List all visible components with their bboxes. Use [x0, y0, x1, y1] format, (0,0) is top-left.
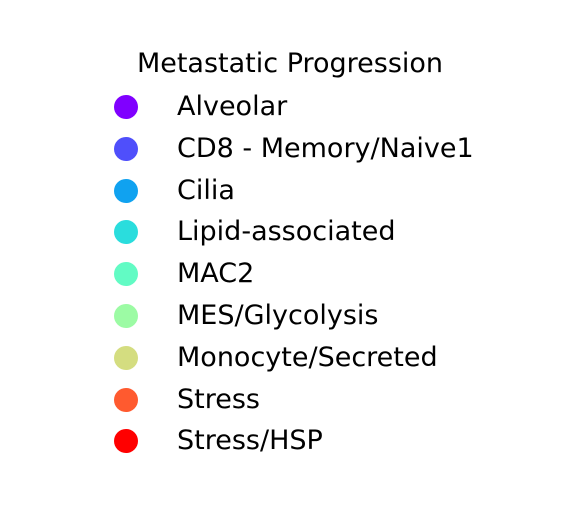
legend-entry: Stress/HSP: [0, 420, 580, 462]
legend-entry-label: Stress: [177, 383, 260, 415]
legend-entry-label: Cilia: [177, 174, 235, 206]
legend-entry: Lipid-associated: [0, 211, 580, 253]
legend-marker-circle: [114, 345, 138, 370]
legend-entry: Stress: [0, 379, 580, 421]
legend-marker-circle: [114, 387, 138, 412]
legend-entry-label: Monocyte/Secreted: [177, 341, 438, 373]
legend-entry-label: Stress/HSP: [177, 425, 323, 457]
legend-marker-circle: [114, 262, 138, 287]
legend-entry-label: Alveolar: [177, 91, 288, 122]
legend-entry: MAC2: [0, 253, 580, 295]
legend-entry-label: MES/Glycolysis: [177, 300, 379, 331]
legend-marker-circle: [114, 429, 138, 454]
legend-entry: Alveolar: [0, 86, 580, 128]
legend-entry: Cilia: [0, 170, 580, 212]
legend-marker-circle: [114, 178, 138, 203]
legend-marker-circle: [114, 136, 138, 161]
legend-entry-label: MAC2: [177, 258, 255, 290]
legend-title: Metastatic Progression: [136, 48, 444, 79]
legend-entry: MES/Glycolysis: [0, 295, 580, 337]
legend-marker-circle: [114, 220, 138, 245]
legend-marker-circle: [114, 304, 138, 328]
legend-entry-label: CD8 - Memory/Naive1: [177, 132, 474, 164]
legend-marker-circle: [114, 95, 138, 119]
legend-entry-label: Lipid-associated: [177, 216, 396, 248]
legend-entry: Monocyte/Secreted: [0, 337, 580, 379]
legend-entry: CD8 - Memory/Naive1: [0, 128, 580, 170]
